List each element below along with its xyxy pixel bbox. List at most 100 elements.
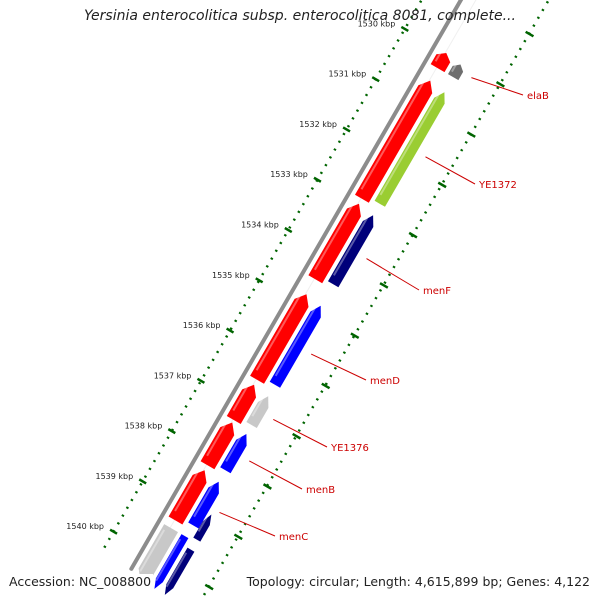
partial-feature-blue-highlight: [155, 538, 182, 582]
inner-tick-mark: [408, 231, 418, 239]
gene-arrow-ye1376-highlight: [251, 398, 264, 417]
tick-mark: [225, 327, 235, 334]
cds-arrow-elab-highlight: [434, 52, 442, 62]
gene-label-mend: menD: [370, 376, 400, 387]
gene-arrow-mend-body: [269, 305, 321, 388]
partial-feature-blue-body: [154, 534, 189, 589]
cds-arrow-ye1372: [355, 80, 433, 203]
cds-arrow-menb-highlight: [206, 423, 227, 457]
leader-line-menb: [249, 460, 303, 490]
inner-tick-mark: [525, 30, 535, 38]
gene-label-elab: elaB: [527, 91, 549, 102]
tick-label: 1531 kbp: [328, 70, 366, 79]
label-layer: elaB YE1372 menF menD YE1376 menB menC: [219, 77, 549, 543]
tick-label: 1530 kbp: [358, 19, 396, 28]
tick-mark: [196, 377, 206, 384]
tick-mark: [313, 176, 322, 183]
cds-arrow-mend-highlight: [255, 295, 301, 371]
gene-arrow-menc-dark: [193, 514, 212, 542]
cds-arrow-mend: [250, 294, 309, 384]
leader-line-ye1376: [273, 418, 328, 448]
partial-feature-navy: [164, 547, 195, 595]
feature-layer: [138, 52, 464, 595]
cds-arrow-menf-highlight: [313, 205, 353, 271]
gene-arrow-menb-highlight: [225, 435, 242, 462]
gene-arrow-elab-highlight: [451, 64, 457, 73]
tick-mark: [400, 25, 409, 33]
gene-label-ye1372: YE1372: [478, 180, 517, 191]
tick-label: 1539 kbp: [95, 472, 133, 481]
ruler-dotted-line: [100, 0, 424, 553]
gene-arrow-ye1376: [246, 396, 269, 428]
tick-label: 1540 kbp: [66, 522, 104, 531]
gene-label-menc: menC: [279, 532, 308, 543]
cds-arrow-menb: [200, 422, 235, 470]
tick-mark: [371, 76, 380, 83]
gene-arrow-menc-body: [188, 481, 219, 529]
leader-line-elab: [471, 77, 524, 96]
inner-tick-mark: [495, 80, 505, 88]
cds-arrow-ye1376-highlight: [232, 386, 249, 411]
gene-label-menf: menF: [423, 286, 451, 297]
cds-arrow-ye1372-body: [355, 80, 433, 203]
inner-tick-mark: [379, 282, 389, 289]
accession-text: Accession: NC_008800: [7, 574, 154, 589]
leader-line-ye1372: [425, 156, 476, 185]
leader-line-menf: [366, 258, 420, 291]
tick-label: 1536 kbp: [183, 321, 221, 330]
tick-mark: [167, 428, 176, 435]
inner-tick-mark: [321, 382, 331, 390]
cds-arrow-elab: [430, 52, 451, 73]
inner-tick-mark: [262, 483, 272, 490]
cds-arrow-ye1372-highlight: [360, 81, 425, 190]
gene-label-ye1376: YE1376: [330, 443, 369, 454]
inner-tick-mark: [350, 332, 360, 340]
topology-text: Topology: circular; Length: 4,615,899 bp…: [244, 574, 592, 589]
tick-label: 1534 kbp: [241, 221, 279, 230]
inner-tick-mark: [437, 181, 447, 189]
partial-feature-blue: [154, 534, 189, 589]
gene-arrow-menc-dark-highlight: [197, 517, 208, 532]
cds-arrow-mend-body: [250, 294, 309, 384]
cds-arrow-menc: [168, 470, 207, 525]
tick-label: 1537 kbp: [154, 371, 192, 380]
inner-dotted-line: [199, 0, 551, 600]
tick-label: 1533 kbp: [270, 170, 308, 179]
partial-feature-navy-highlight: [165, 552, 188, 588]
gene-arrow-menb-body: [220, 434, 247, 474]
leader-line-menc: [219, 511, 276, 537]
gene-arrow-ye1372: [374, 92, 445, 207]
gene-arrow-mend: [269, 305, 321, 388]
cds-arrow-menb-body: [200, 422, 235, 470]
gene-arrow-mend-highlight: [274, 307, 316, 377]
gene-arrow-menc: [188, 481, 219, 529]
inner-tick-mark: [204, 583, 214, 591]
gene-arrow-elab: [448, 64, 464, 81]
tick-mark: [342, 126, 351, 133]
gene-arrow-ye1372-highlight: [379, 94, 440, 196]
tick-mark: [138, 478, 147, 485]
gene-arrow-menc-highlight: [193, 483, 214, 518]
inner-tick-mark: [292, 432, 302, 440]
gene-arrow-menb: [220, 434, 247, 474]
partial-feature-gray: [138, 524, 178, 581]
inner-tick-mark: [233, 533, 243, 541]
gene-arrow-ye1376-body: [246, 396, 269, 428]
leader-line-mend: [310, 353, 367, 381]
gene-arrow-menf: [328, 215, 374, 288]
gene-arrow-menf-highlight: [333, 217, 369, 276]
gene-label-menb: menB: [306, 485, 335, 496]
gene-arrow-menc-dark-body: [193, 514, 212, 542]
cds-arrow-menf: [308, 203, 361, 284]
tick-label: 1535 kbp: [212, 271, 250, 280]
gene-arrow-elab-body: [448, 64, 464, 81]
cds-arrow-elab-body: [430, 53, 451, 73]
gene-arrow-menf-body: [328, 215, 374, 288]
cds-arrow-menc-body: [168, 470, 207, 525]
cds-arrow-menf-body: [308, 203, 361, 284]
tick-label: 1538 kbp: [125, 422, 163, 431]
cds-arrow-ye1376: [226, 384, 256, 424]
